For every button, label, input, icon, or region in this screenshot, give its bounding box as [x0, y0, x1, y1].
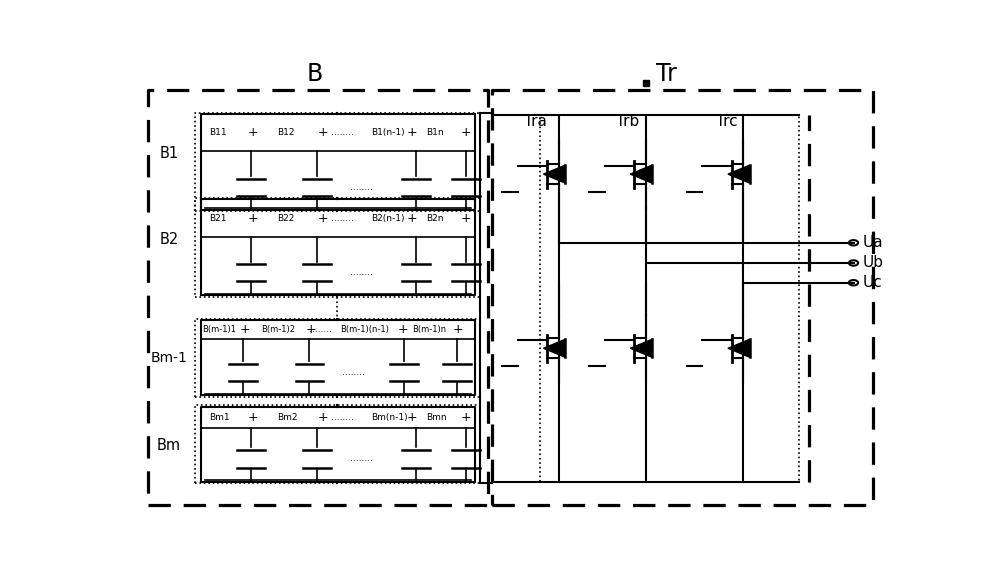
- Text: B2: B2: [160, 231, 179, 247]
- Text: Tr: Tr: [656, 62, 677, 86]
- Text: B(m-1)n: B(m-1)n: [412, 325, 446, 335]
- Text: ........: ........: [350, 268, 373, 278]
- Text: +: +: [317, 212, 328, 224]
- Text: +: +: [461, 126, 471, 139]
- Text: Bmn: Bmn: [426, 413, 446, 422]
- Text: Ua: Ua: [863, 236, 883, 250]
- Text: B(m-1)2: B(m-1)2: [261, 325, 295, 335]
- Polygon shape: [544, 165, 565, 183]
- Text: Bm2: Bm2: [277, 413, 297, 422]
- Text: ........: ........: [350, 454, 373, 463]
- Text: B(m-1)(n-1): B(m-1)(n-1): [340, 325, 389, 335]
- Text: B12: B12: [277, 128, 294, 137]
- Text: +: +: [248, 126, 258, 139]
- Text: ........: ........: [342, 367, 365, 377]
- Text: +: +: [406, 411, 417, 424]
- Polygon shape: [630, 339, 652, 357]
- Polygon shape: [728, 165, 750, 183]
- Text: B21: B21: [209, 213, 226, 223]
- Text: B: B: [307, 62, 323, 86]
- Text: +: +: [406, 212, 417, 224]
- Text: +: +: [317, 411, 328, 424]
- Polygon shape: [544, 339, 565, 357]
- Text: Bm(n-1): Bm(n-1): [371, 413, 408, 422]
- Text: +: +: [248, 212, 258, 224]
- Text: +: +: [306, 324, 316, 336]
- Text: B2n: B2n: [426, 213, 443, 223]
- Polygon shape: [728, 339, 750, 357]
- Text: Bm: Bm: [157, 438, 181, 453]
- Text: B22: B22: [277, 213, 294, 223]
- Text: Tra: Tra: [524, 114, 547, 129]
- Text: B1(n-1): B1(n-1): [371, 128, 405, 137]
- Text: Ub: Ub: [863, 255, 884, 271]
- Text: Trc: Trc: [716, 114, 738, 129]
- Text: B1n: B1n: [426, 128, 443, 137]
- Polygon shape: [630, 165, 652, 183]
- Text: +: +: [317, 126, 328, 139]
- Text: +: +: [453, 324, 464, 336]
- Text: ........: ........: [330, 128, 354, 137]
- Text: B11: B11: [209, 128, 226, 137]
- Text: +: +: [461, 212, 471, 224]
- Text: +: +: [248, 411, 258, 424]
- Text: Bm1: Bm1: [209, 413, 229, 422]
- Text: +: +: [406, 126, 417, 139]
- Text: B1: B1: [160, 146, 179, 160]
- Text: ........: ........: [309, 325, 332, 335]
- Text: ........: ........: [330, 213, 354, 223]
- Text: B2(n-1): B2(n-1): [371, 213, 405, 223]
- Text: +: +: [461, 411, 471, 424]
- Text: Bm-1: Bm-1: [151, 351, 188, 365]
- Text: ........: ........: [350, 182, 373, 192]
- Text: Uc: Uc: [863, 275, 883, 290]
- Text: Trb: Trb: [616, 114, 640, 129]
- Text: B(m-1)1: B(m-1)1: [202, 325, 237, 335]
- Text: +: +: [240, 324, 250, 336]
- Text: +: +: [397, 324, 408, 336]
- Text: ........: ........: [330, 413, 354, 422]
